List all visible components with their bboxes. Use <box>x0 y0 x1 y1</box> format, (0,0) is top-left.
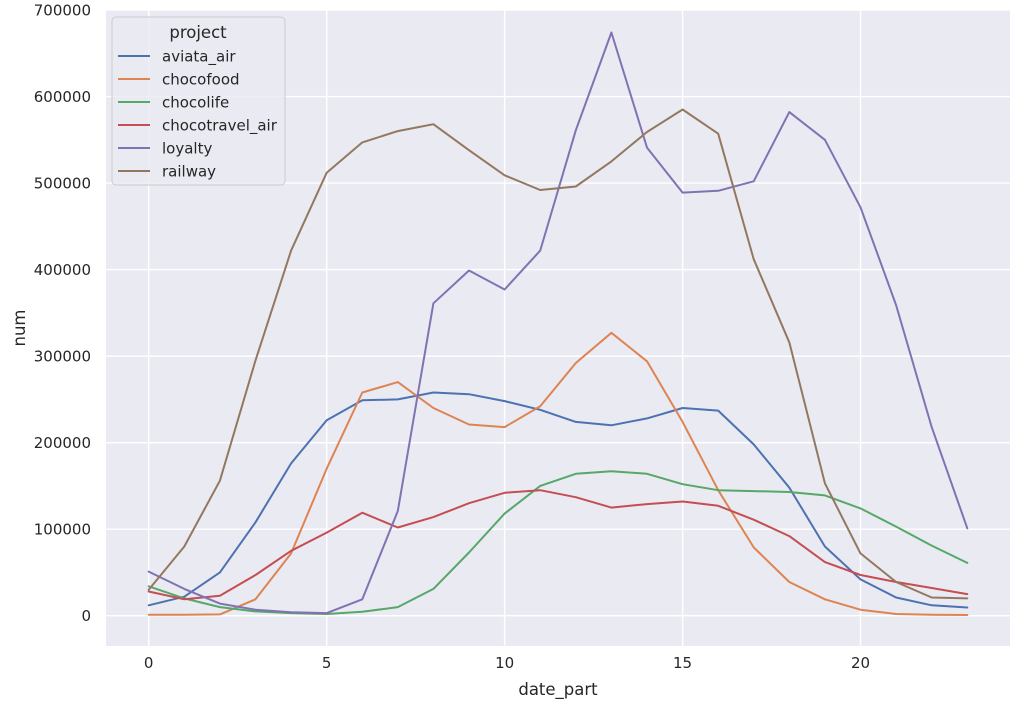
x-tick-label: 20 <box>851 654 870 672</box>
legend-box <box>111 16 286 186</box>
legend-label-loyalty: loyalty <box>162 140 212 158</box>
y-tick-label: 500000 <box>34 175 91 193</box>
y-axis-title: num <box>10 310 29 347</box>
y-tick-label: 200000 <box>34 434 91 452</box>
x-tick-label: 5 <box>322 654 332 672</box>
legend-label-chocofood: chocofood <box>162 71 240 89</box>
x-tick-label: 0 <box>144 654 154 672</box>
x-tick-label: 10 <box>495 654 514 672</box>
y-tick-label: 400000 <box>34 261 91 279</box>
series-line-loyalty <box>147 31 969 615</box>
legend-label-aviata-air: aviata_air <box>162 48 236 67</box>
legend-label-railway: railway <box>162 163 216 181</box>
series-lines <box>147 31 969 616</box>
legend-label-chocotravel-air: chocotravel_air <box>162 117 278 136</box>
y-tick-label: 300000 <box>34 348 91 366</box>
x-tick-labels: 0 5 10 15 20 <box>144 654 870 672</box>
x-axis-title: date_part <box>518 680 598 700</box>
x-tick-label: 15 <box>673 654 692 672</box>
y-tick-label: 700000 <box>34 2 91 20</box>
legend-label-chocolife: chocolife <box>162 94 229 112</box>
legend-title: project <box>169 23 227 42</box>
series-line-aviata-air <box>147 391 969 609</box>
legend: project aviata_air chocofood chocolife choc… <box>111 16 286 186</box>
y-tick-labels: 0 100000 200000 300000 400000 500000 600000 700… <box>34 2 91 626</box>
series-line-chocotravel-air <box>147 489 969 601</box>
y-tick-label: 100000 <box>34 521 91 539</box>
y-tick-label: 600000 <box>34 88 91 106</box>
series-line-chocofood <box>147 331 969 616</box>
series-line-railway <box>147 108 969 600</box>
y-tick-label: 0 <box>81 607 91 625</box>
legend-items: aviata_air chocofood chocolife chocotravel_… <box>118 48 278 181</box>
